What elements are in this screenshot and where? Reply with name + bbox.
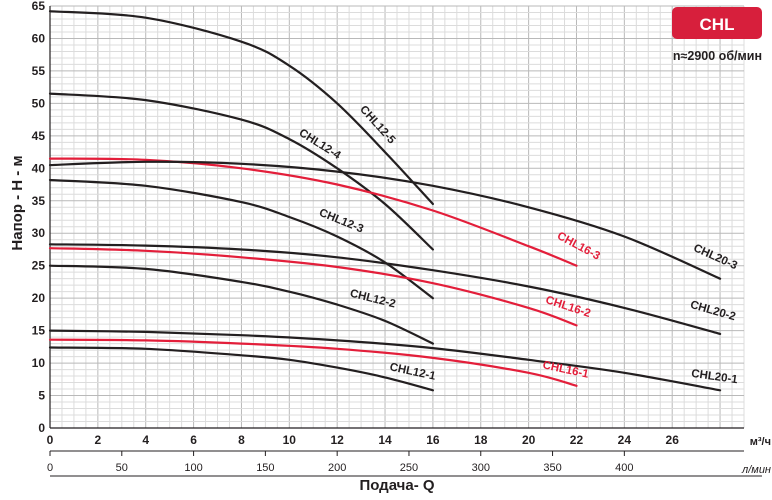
x-tick-label: 20: [522, 433, 536, 447]
y-tick-label: 45: [32, 129, 46, 143]
speed-label: n≈2900 об/мин: [673, 49, 762, 63]
y-tick-label: 50: [32, 96, 46, 110]
x-tick-label: 2: [95, 433, 102, 447]
x-secondary-tick-label: 400: [615, 462, 633, 474]
y-axis-title: Напор - H - м: [9, 155, 26, 250]
x-tick-label: 4: [142, 433, 149, 447]
x-tick-label: 18: [474, 433, 488, 447]
x-tick-label: 16: [426, 433, 440, 447]
x-tick-label: 10: [283, 433, 297, 447]
x-tick-label: 12: [330, 433, 344, 447]
y-tick-label: 60: [32, 31, 46, 45]
y-tick-label: 0: [38, 421, 45, 435]
y-tick-label: 30: [32, 226, 46, 240]
x-secondary-tick-label: 100: [184, 462, 202, 474]
x-axis-title: Подача- Q: [359, 477, 434, 494]
x-unit-secondary: л/мин: [741, 464, 771, 476]
x-secondary-tick-label: 300: [472, 462, 490, 474]
x-secondary-tick-label: 200: [328, 462, 346, 474]
y-tick-label: 25: [32, 259, 46, 273]
y-tick-label: 5: [38, 389, 45, 403]
x-tick-label: 24: [618, 433, 632, 447]
x-secondary-tick-label: 350: [543, 462, 561, 474]
y-tick-label: 20: [32, 291, 46, 305]
x-tick-label: 14: [378, 433, 392, 447]
y-tick-label: 35: [32, 194, 46, 208]
x-secondary-tick-label: 150: [256, 462, 274, 474]
x-secondary-tick-label: 50: [116, 462, 128, 474]
y-tick-label: 55: [32, 64, 46, 78]
chl-badge-text: CHL: [700, 15, 735, 34]
x-tick-label: 0: [47, 433, 54, 447]
x-tick-label: 22: [570, 433, 584, 447]
x-unit-primary: м³/ч: [750, 436, 771, 448]
y-tick-label: 40: [32, 161, 46, 175]
y-tick-label: 15: [32, 324, 46, 338]
x-secondary-tick-label: 0: [47, 462, 53, 474]
x-tick-label: 26: [666, 433, 680, 447]
y-tick-label: 10: [32, 356, 46, 370]
y-tick-label: 65: [32, 0, 46, 13]
x-tick-label: 8: [238, 433, 245, 447]
x-secondary-tick-label: 250: [400, 462, 418, 474]
x-tick-label: 6: [190, 433, 197, 447]
